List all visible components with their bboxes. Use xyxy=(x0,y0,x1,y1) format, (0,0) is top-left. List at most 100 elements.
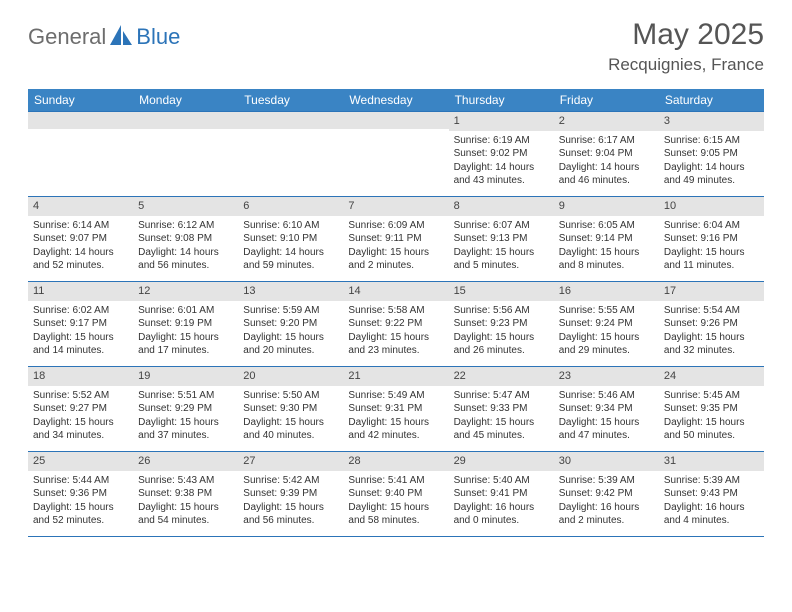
day-cell: 6Sunrise: 6:10 AMSunset: 9:10 PMDaylight… xyxy=(238,197,343,281)
sunset-text: Sunset: 9:05 PM xyxy=(664,147,759,161)
daylight-text: and 34 minutes. xyxy=(33,429,128,443)
day-number: 2 xyxy=(554,112,659,131)
daylight-text: and 40 minutes. xyxy=(243,429,338,443)
day-cell: 18Sunrise: 5:52 AMSunset: 9:27 PMDayligh… xyxy=(28,367,133,451)
sunset-text: Sunset: 9:27 PM xyxy=(33,402,128,416)
day-number: 28 xyxy=(343,452,448,471)
day-body: Sunrise: 5:39 AMSunset: 9:42 PMDaylight:… xyxy=(554,471,659,534)
daylight-text: Daylight: 15 hours xyxy=(559,416,654,430)
day-cell: 15Sunrise: 5:56 AMSunset: 9:23 PMDayligh… xyxy=(449,282,554,366)
day-cell: 30Sunrise: 5:39 AMSunset: 9:42 PMDayligh… xyxy=(554,452,659,536)
day-body: Sunrise: 5:50 AMSunset: 9:30 PMDaylight:… xyxy=(238,386,343,449)
sunset-text: Sunset: 9:31 PM xyxy=(348,402,443,416)
sunset-text: Sunset: 9:26 PM xyxy=(664,317,759,331)
daylight-text: and 45 minutes. xyxy=(454,429,549,443)
sunset-text: Sunset: 9:23 PM xyxy=(454,317,549,331)
day-number: 14 xyxy=(343,282,448,301)
brand-text-1: General xyxy=(28,24,106,50)
sunrise-text: Sunrise: 5:45 AM xyxy=(664,389,759,403)
day-cell: 11Sunrise: 6:02 AMSunset: 9:17 PMDayligh… xyxy=(28,282,133,366)
daylight-text: Daylight: 14 hours xyxy=(559,161,654,175)
daylight-text: Daylight: 14 hours xyxy=(33,246,128,260)
day-number: 27 xyxy=(238,452,343,471)
daylight-text: and 50 minutes. xyxy=(664,429,759,443)
daylight-text: and 14 minutes. xyxy=(33,344,128,358)
daylight-text: Daylight: 15 hours xyxy=(664,246,759,260)
daylight-text: Daylight: 15 hours xyxy=(348,501,443,515)
daylight-text: Daylight: 15 hours xyxy=(243,501,338,515)
day-cell: 31Sunrise: 5:39 AMSunset: 9:43 PMDayligh… xyxy=(659,452,764,536)
daylight-text: and 11 minutes. xyxy=(664,259,759,273)
day-cell xyxy=(28,112,133,196)
day-cell: 9Sunrise: 6:05 AMSunset: 9:14 PMDaylight… xyxy=(554,197,659,281)
daylight-text: and 59 minutes. xyxy=(243,259,338,273)
header: General Blue May 2025 Recquignies, Franc… xyxy=(28,18,764,75)
day-cell: 29Sunrise: 5:40 AMSunset: 9:41 PMDayligh… xyxy=(449,452,554,536)
daylight-text: Daylight: 15 hours xyxy=(33,331,128,345)
day-number: 12 xyxy=(133,282,238,301)
sunset-text: Sunset: 9:20 PM xyxy=(243,317,338,331)
daylight-text: and 4 minutes. xyxy=(664,514,759,528)
day-number: 16 xyxy=(554,282,659,301)
day-number xyxy=(28,112,133,129)
calendar-bottom-rule xyxy=(28,536,764,537)
sunrise-text: Sunrise: 6:01 AM xyxy=(138,304,233,318)
sunrise-text: Sunrise: 6:10 AM xyxy=(243,219,338,233)
daylight-text: and 46 minutes. xyxy=(559,174,654,188)
daylight-text: Daylight: 15 hours xyxy=(348,416,443,430)
day-cell xyxy=(343,112,448,196)
week-row: 4Sunrise: 6:14 AMSunset: 9:07 PMDaylight… xyxy=(28,196,764,281)
daylight-text: Daylight: 15 hours xyxy=(243,416,338,430)
daylight-text: Daylight: 14 hours xyxy=(138,246,233,260)
day-body: Sunrise: 5:46 AMSunset: 9:34 PMDaylight:… xyxy=(554,386,659,449)
daylight-text: Daylight: 16 hours xyxy=(454,501,549,515)
weekday-header: Wednesday xyxy=(343,89,448,111)
week-row: 11Sunrise: 6:02 AMSunset: 9:17 PMDayligh… xyxy=(28,281,764,366)
day-body: Sunrise: 5:59 AMSunset: 9:20 PMDaylight:… xyxy=(238,301,343,364)
sunrise-text: Sunrise: 5:58 AM xyxy=(348,304,443,318)
daylight-text: Daylight: 15 hours xyxy=(559,331,654,345)
day-body: Sunrise: 5:58 AMSunset: 9:22 PMDaylight:… xyxy=(343,301,448,364)
day-number: 6 xyxy=(238,197,343,216)
sunrise-text: Sunrise: 5:51 AM xyxy=(138,389,233,403)
daylight-text: and 52 minutes. xyxy=(33,514,128,528)
day-number: 24 xyxy=(659,367,764,386)
daylight-text: and 2 minutes. xyxy=(348,259,443,273)
sunset-text: Sunset: 9:29 PM xyxy=(138,402,233,416)
daylight-text: and 52 minutes. xyxy=(33,259,128,273)
day-cell: 12Sunrise: 6:01 AMSunset: 9:19 PMDayligh… xyxy=(133,282,238,366)
sunset-text: Sunset: 9:41 PM xyxy=(454,487,549,501)
sunset-text: Sunset: 9:33 PM xyxy=(454,402,549,416)
sunset-text: Sunset: 9:11 PM xyxy=(348,232,443,246)
day-body: Sunrise: 6:05 AMSunset: 9:14 PMDaylight:… xyxy=(554,216,659,279)
day-body: Sunrise: 5:39 AMSunset: 9:43 PMDaylight:… xyxy=(659,471,764,534)
day-number: 15 xyxy=(449,282,554,301)
weekday-header: Sunday xyxy=(28,89,133,111)
daylight-text: and 20 minutes. xyxy=(243,344,338,358)
daylight-text: Daylight: 16 hours xyxy=(664,501,759,515)
daylight-text: Daylight: 15 hours xyxy=(138,501,233,515)
brand-text-2: Blue xyxy=(136,24,180,50)
sunset-text: Sunset: 9:42 PM xyxy=(559,487,654,501)
day-body: Sunrise: 6:12 AMSunset: 9:08 PMDaylight:… xyxy=(133,216,238,279)
daylight-text: Daylight: 14 hours xyxy=(243,246,338,260)
daylight-text: Daylight: 15 hours xyxy=(138,331,233,345)
daylight-text: Daylight: 16 hours xyxy=(559,501,654,515)
sunset-text: Sunset: 9:30 PM xyxy=(243,402,338,416)
sunset-text: Sunset: 9:38 PM xyxy=(138,487,233,501)
sunset-text: Sunset: 9:24 PM xyxy=(559,317,654,331)
day-number: 31 xyxy=(659,452,764,471)
sunrise-text: Sunrise: 6:14 AM xyxy=(33,219,128,233)
day-number xyxy=(133,112,238,129)
day-cell: 22Sunrise: 5:47 AMSunset: 9:33 PMDayligh… xyxy=(449,367,554,451)
sunset-text: Sunset: 9:22 PM xyxy=(348,317,443,331)
day-cell: 3Sunrise: 6:15 AMSunset: 9:05 PMDaylight… xyxy=(659,112,764,196)
weekday-header-row: Sunday Monday Tuesday Wednesday Thursday… xyxy=(28,89,764,111)
day-number: 9 xyxy=(554,197,659,216)
day-number: 21 xyxy=(343,367,448,386)
brand-sail-icon xyxy=(110,25,132,50)
sunrise-text: Sunrise: 5:43 AM xyxy=(138,474,233,488)
sunrise-text: Sunrise: 5:46 AM xyxy=(559,389,654,403)
sunrise-text: Sunrise: 5:39 AM xyxy=(664,474,759,488)
day-number: 26 xyxy=(133,452,238,471)
